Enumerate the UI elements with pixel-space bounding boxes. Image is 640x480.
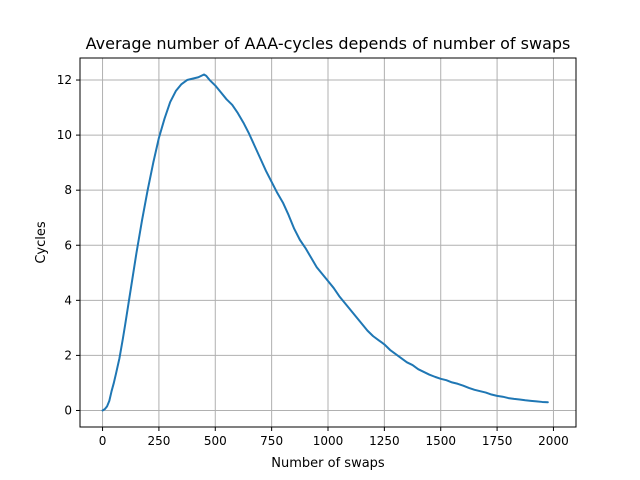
x-tick-label: 250 [147, 434, 170, 448]
y-axis-label: Cycles [34, 221, 49, 264]
x-tick-label: 1250 [369, 434, 400, 448]
series-line [101, 73, 549, 412]
x-tick-label: 1000 [313, 434, 344, 448]
y-tick-label: 10 [57, 128, 72, 142]
chart-title: Average number of AAA-cycles depends of … [86, 34, 571, 53]
y-tick-label: 2 [64, 348, 72, 362]
x-axis-label: Number of swaps [271, 456, 385, 471]
y-tick-label: 6 [64, 238, 72, 252]
x-tick-label: 0 [99, 434, 107, 448]
grid [80, 58, 576, 427]
x-tick-label: 750 [260, 434, 283, 448]
y-tick-label: 4 [64, 293, 72, 307]
y-tick-label: 8 [64, 183, 72, 197]
x-tick-label: 1500 [425, 434, 456, 448]
y-tick-label: 0 [64, 403, 72, 417]
y-tick-label: 12 [57, 73, 72, 87]
ticks: 0 250 500 750 1000 1250 1500 1750 2000 0 2 4 6 8 10 12 [57, 73, 569, 448]
x-tick-label: 2000 [538, 434, 569, 448]
x-tick-label: 1750 [482, 434, 513, 448]
x-tick-label: 500 [204, 434, 227, 448]
series-layer [101, 73, 549, 412]
